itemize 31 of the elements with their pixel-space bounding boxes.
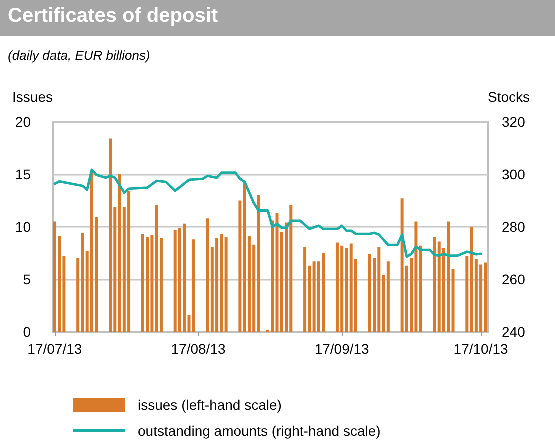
bar (433, 238, 436, 332)
y-tick-label: 10 (15, 219, 32, 235)
x-tick-label: 17/08/13 (171, 341, 226, 357)
bar (419, 246, 422, 332)
chart-subtitle: (daily data, EUR billions) (8, 48, 150, 63)
y-axis-title: Issues (12, 89, 53, 105)
y-tick-label: 5 (23, 272, 32, 288)
chart-title: Certificates of deposit (8, 5, 218, 28)
y2-tick-label: 300 (502, 166, 526, 182)
bar (452, 269, 455, 332)
bar (304, 246, 307, 332)
bar (109, 138, 112, 332)
line-series (54, 168, 482, 258)
y-tick-label: 0 (23, 324, 32, 340)
x-tick-label: 17/09/13 (314, 341, 370, 357)
y2-tick-label: 280 (502, 219, 526, 235)
y2-tick-label: 260 (502, 272, 526, 288)
y2-tick-label: 320 (502, 114, 526, 130)
legend-label: issues (left-hand scale) (138, 397, 282, 413)
bar (466, 256, 469, 332)
y2-axis-title: Stocks (488, 89, 530, 105)
legend-label: outstanding amounts (right-hand scale) (138, 423, 381, 439)
y2-tick-label: 240 (502, 324, 526, 340)
x-tick-label: 17/07/13 (28, 341, 82, 357)
y-tick-label: 15 (15, 166, 32, 182)
y-tick-label: 20 (15, 114, 32, 130)
bar (192, 240, 196, 332)
bar (386, 262, 390, 332)
bar (238, 200, 242, 332)
x-tick-label: 17/10/13 (454, 341, 509, 357)
bar (224, 238, 228, 332)
